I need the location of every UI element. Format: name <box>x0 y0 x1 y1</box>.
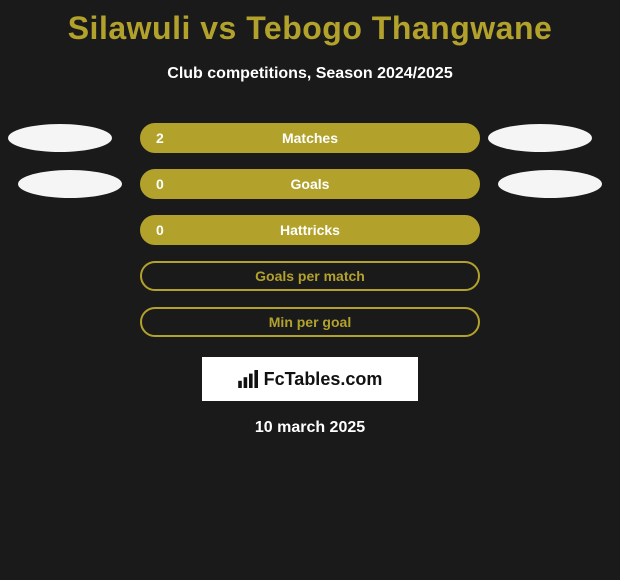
stat-pill: 0 Hattricks <box>140 215 480 245</box>
stat-row: 0 Hattricks <box>0 215 620 245</box>
stat-row: Goals per match <box>0 261 620 291</box>
stat-row: 2 Matches <box>0 123 620 153</box>
stat-value-left: 0 <box>156 222 164 238</box>
value-ellipse-left <box>8 124 112 152</box>
stat-label: Goals <box>291 176 330 192</box>
stat-value-left: 2 <box>156 130 164 146</box>
stat-value-left: 0 <box>156 176 164 192</box>
stat-label: Hattricks <box>280 222 340 238</box>
stat-pill: 0 Goals <box>140 169 480 199</box>
date-label: 10 march 2025 <box>0 419 620 437</box>
value-ellipse-right <box>498 170 602 198</box>
stats-container: 2 Matches 0 Goals 0 Hattricks Goals per match M… <box>0 123 620 337</box>
stat-label: Min per goal <box>269 314 351 330</box>
bar-chart-icon <box>238 370 260 388</box>
stat-pill: Goals per match <box>140 261 480 291</box>
value-ellipse-left <box>18 170 122 198</box>
stat-label: Matches <box>282 130 338 146</box>
value-ellipse-right <box>488 124 592 152</box>
stat-pill: 2 Matches <box>140 123 480 153</box>
stat-row: Min per goal <box>0 307 620 337</box>
logo-box: FcTables.com <box>202 357 418 401</box>
stat-row: 0 Goals <box>0 169 620 199</box>
stat-label: Goals per match <box>255 268 365 284</box>
logo-text: FcTables.com <box>264 369 383 390</box>
page-subtitle: Club competitions, Season 2024/2025 <box>0 65 620 83</box>
page-title: Silawuli vs Tebogo Thangwane <box>0 0 620 47</box>
stat-pill: Min per goal <box>140 307 480 337</box>
